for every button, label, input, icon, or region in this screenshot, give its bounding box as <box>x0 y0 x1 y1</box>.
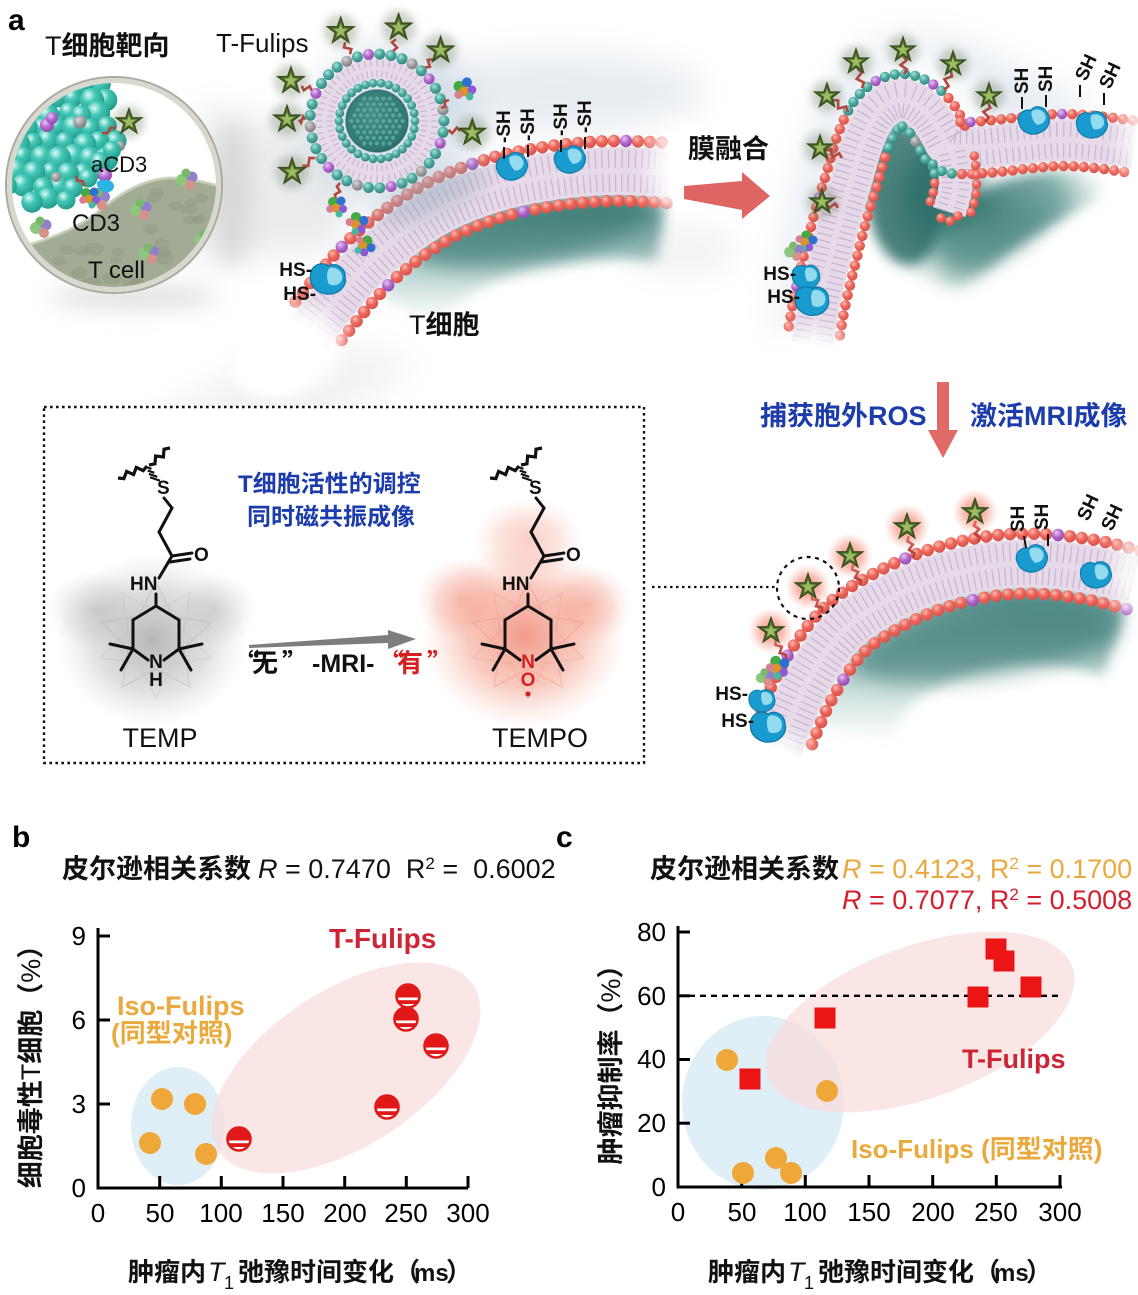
svg-text:200: 200 <box>911 1197 954 1227</box>
svg-text:250: 250 <box>384 1198 427 1228</box>
svg-text:O: O <box>566 545 581 566</box>
svg-text:TEMP: TEMP <box>123 723 198 753</box>
svg-text:R = 0.7470 R2 = 0.6002: R = 0.7470 R2 = 0.6002 <box>258 854 556 884</box>
svg-text:N: N <box>521 652 535 673</box>
svg-text:T-Fulips: T-Fulips <box>962 1044 1066 1074</box>
svg-text:300: 300 <box>446 1198 489 1228</box>
svg-text:c: c <box>556 821 573 854</box>
svg-text:T-Fulips: T-Fulips <box>329 923 436 954</box>
svg-text:-MRI-: -MRI- <box>312 650 374 678</box>
svg-text:aCD3: aCD3 <box>91 152 147 177</box>
svg-text:Iso-Fulips (: Iso-Fulips ( <box>851 1134 990 1164</box>
svg-text:60: 60 <box>637 981 666 1011</box>
svg-text:a: a <box>8 4 25 37</box>
svg-text:-SH: -SH <box>494 110 515 143</box>
svg-text:HS-: HS- <box>715 684 748 705</box>
svg-text:b: b <box>12 821 30 854</box>
svg-text:T-Fulips: T-Fulips <box>216 28 308 58</box>
svg-text:HS-: HS- <box>721 711 754 732</box>
svg-text:CD3: CD3 <box>72 210 120 237</box>
svg-text:T cell: T cell <box>88 257 145 284</box>
svg-text:T: T <box>16 1064 46 1081</box>
svg-text:100: 100 <box>199 1198 242 1228</box>
svg-text:Iso-Fulips: Iso-Fulips <box>117 991 245 1021</box>
svg-text:TEMPO: TEMPO <box>492 723 588 753</box>
svg-text:50: 50 <box>146 1198 175 1228</box>
svg-text:0: 0 <box>652 1172 666 1202</box>
svg-text:O: O <box>521 670 536 691</box>
svg-text:9: 9 <box>72 921 86 951</box>
svg-text:3: 3 <box>72 1089 86 1119</box>
svg-text:H: H <box>149 670 163 691</box>
svg-text:SH: SH <box>1012 68 1033 94</box>
svg-text:200: 200 <box>323 1198 366 1228</box>
svg-text:R = 0.4123, R2 = 0.1700: R = 0.4123, R2 = 0.1700 <box>842 854 1132 884</box>
svg-text:-SH: -SH <box>551 103 572 136</box>
svg-text:S: S <box>157 478 170 499</box>
svg-text:S: S <box>529 478 542 499</box>
svg-text:1: 1 <box>224 1273 234 1293</box>
svg-text:1: 1 <box>804 1273 814 1293</box>
svg-text:250: 250 <box>974 1197 1017 1227</box>
svg-text:HN: HN <box>130 574 157 595</box>
svg-text:SH: SH <box>1032 504 1053 530</box>
svg-text:SH: SH <box>1008 506 1029 532</box>
svg-text:%: % <box>16 959 46 983</box>
svg-text:40: 40 <box>637 1044 666 1074</box>
svg-text:ROS: ROS <box>868 401 927 431</box>
svg-text:-SH: -SH <box>575 100 596 133</box>
svg-text:HS-: HS- <box>767 287 800 308</box>
svg-text:80: 80 <box>637 917 666 947</box>
svg-text:T: T <box>45 31 62 61</box>
svg-text:HS-: HS- <box>763 264 796 285</box>
svg-text:T: T <box>238 471 253 498</box>
svg-text:HS-: HS- <box>279 260 312 281</box>
svg-text:-SH: -SH <box>518 108 539 141</box>
svg-text:HN: HN <box>502 574 529 595</box>
svg-text:300: 300 <box>1038 1197 1081 1227</box>
svg-text:0: 0 <box>72 1173 86 1203</box>
svg-text:T: T <box>788 1257 807 1287</box>
svg-text:): ) <box>224 1018 233 1048</box>
svg-text:(: ( <box>111 1018 120 1048</box>
svg-text:R = 0.7077, R2 = 0.5008: R = 0.7077, R2 = 0.5008 <box>842 885 1132 915</box>
svg-text:N: N <box>149 652 163 673</box>
svg-text:MRI: MRI <box>1024 401 1074 431</box>
svg-text:HS-: HS- <box>283 284 316 305</box>
svg-text:ms: ms <box>414 1260 449 1287</box>
svg-text:0: 0 <box>671 1197 685 1227</box>
svg-text:20: 20 <box>637 1108 666 1138</box>
svg-text:T: T <box>409 310 426 340</box>
svg-text:SH: SH <box>1036 66 1057 92</box>
svg-text:150: 150 <box>847 1197 890 1227</box>
svg-text:ms: ms <box>994 1260 1029 1287</box>
svg-text:50: 50 <box>728 1197 757 1227</box>
svg-text:O: O <box>194 545 209 566</box>
svg-text:): ) <box>1094 1134 1103 1164</box>
svg-text:0: 0 <box>91 1198 105 1228</box>
svg-text:T: T <box>208 1257 227 1287</box>
svg-text:100: 100 <box>783 1197 826 1227</box>
svg-text:150: 150 <box>261 1198 304 1228</box>
svg-text:%: % <box>596 978 626 1002</box>
svg-text:6: 6 <box>72 1005 86 1035</box>
